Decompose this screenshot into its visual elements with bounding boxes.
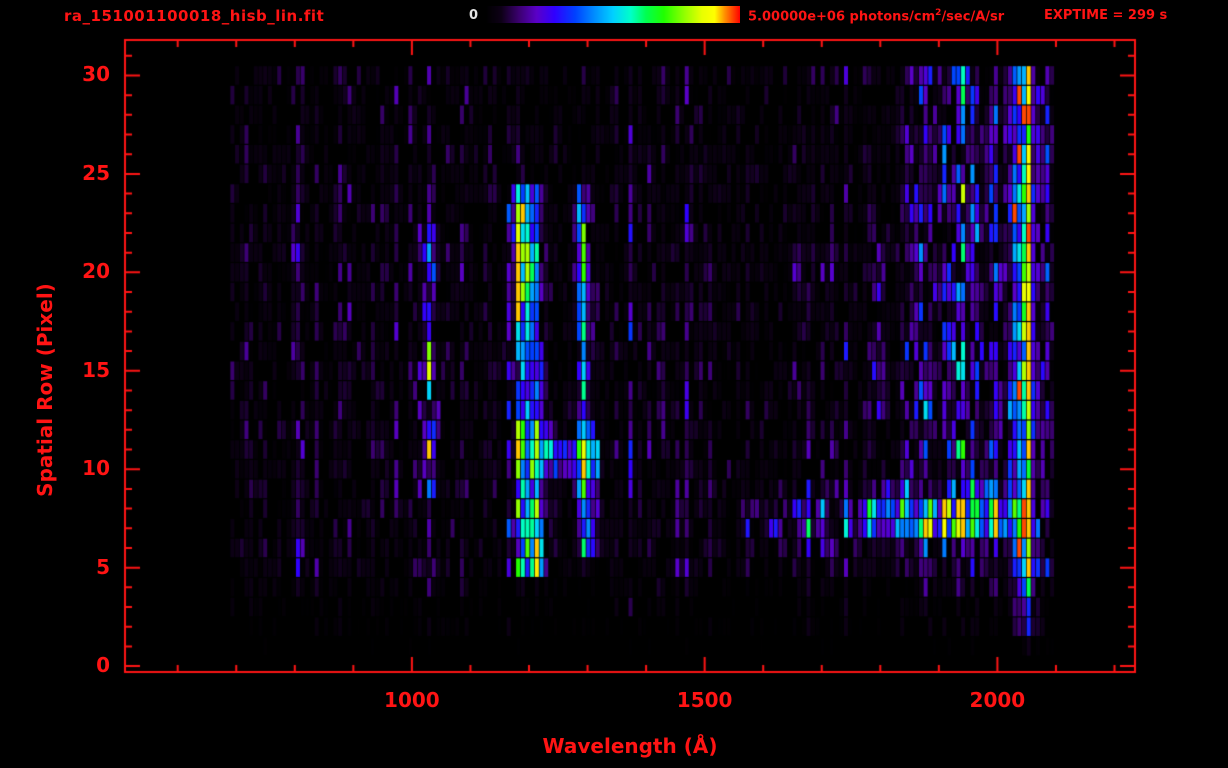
x-tick-label: 1500 <box>676 688 733 712</box>
x-tick-label: 1000 <box>384 688 440 712</box>
y-tick-label: 10 <box>82 456 110 481</box>
y-tick-label: 20 <box>82 259 110 284</box>
y-tick-label: 15 <box>82 357 110 382</box>
y-tick-label: 25 <box>82 160 110 185</box>
y-tick-label: 0 <box>96 653 110 678</box>
y-tick-label: 30 <box>82 62 110 87</box>
x-axis-title: Wavelength (Å) <box>542 734 718 758</box>
y-tick-label: 5 <box>96 554 110 579</box>
y-axis-title: Spatial Row (Pixel) <box>33 283 57 497</box>
x-tick-label: 2000 <box>969 688 1026 712</box>
